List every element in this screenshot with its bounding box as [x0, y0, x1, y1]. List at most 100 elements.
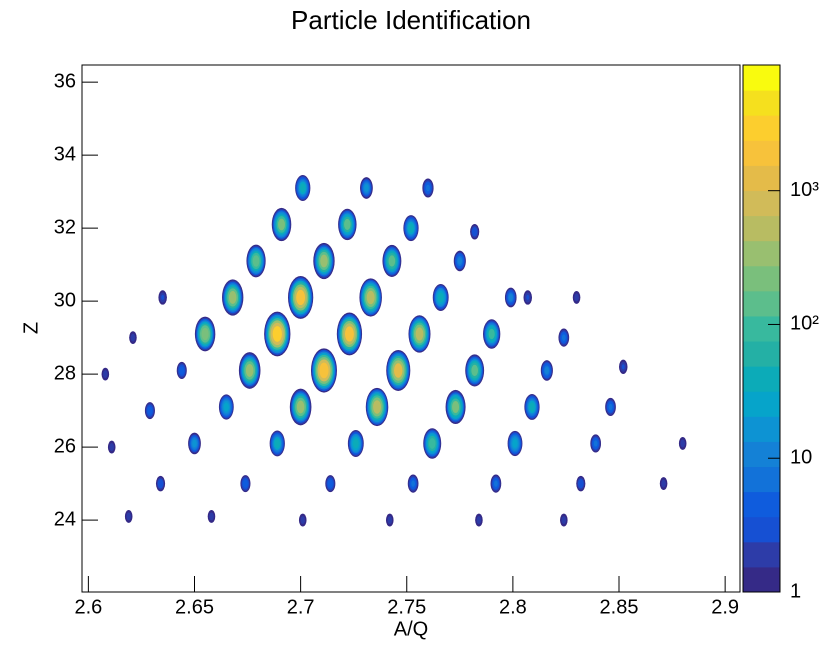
- z-tick-label: 10³: [790, 179, 819, 201]
- cluster: [373, 400, 382, 414]
- cluster: [110, 444, 114, 450]
- cluster: [526, 294, 530, 301]
- colorbar-band: [743, 265, 780, 292]
- cluster: [353, 438, 359, 449]
- cluster: [148, 407, 152, 414]
- x-axis-label: A/Q: [394, 618, 428, 640]
- cluster: [344, 218, 351, 231]
- z-tick-label: 10: [790, 447, 812, 469]
- cluster: [131, 335, 135, 340]
- cluster: [508, 293, 513, 301]
- colorbar-band: [743, 441, 780, 468]
- cluster: [366, 290, 375, 305]
- cluster: [544, 366, 549, 375]
- cluster: [562, 517, 566, 523]
- colorbar-band: [743, 391, 780, 417]
- cluster: [243, 480, 248, 487]
- cluster: [320, 254, 328, 268]
- cluster: [681, 441, 685, 446]
- x-tick-label: 2.6: [74, 596, 102, 618]
- x-tick-label: 2.65: [175, 596, 214, 618]
- plot-frame: [81, 64, 741, 593]
- cluster: [411, 480, 416, 487]
- cluster: [104, 371, 107, 377]
- x-tick-label: 2.7: [287, 596, 315, 618]
- colorbar-band: [743, 466, 780, 493]
- x-tick-label: 2.9: [711, 596, 739, 618]
- cluster: [457, 257, 462, 265]
- cluster: [127, 514, 131, 519]
- cluster: [593, 440, 598, 447]
- cluster: [621, 364, 625, 370]
- cluster: [452, 400, 460, 413]
- cluster: [429, 438, 436, 449]
- colorbar-band: [743, 115, 780, 141]
- cluster: [319, 362, 329, 379]
- cluster: [364, 184, 369, 192]
- cluster: [437, 292, 444, 303]
- colorbar-band: [743, 65, 780, 91]
- x-tick-label: 2.85: [600, 596, 639, 618]
- cluster: [477, 517, 481, 523]
- cluster: [561, 334, 566, 341]
- cluster: [245, 363, 254, 377]
- cluster: [210, 514, 213, 519]
- colorbar-band: [743, 90, 780, 116]
- cluster: [494, 480, 498, 487]
- cluster: [388, 255, 396, 267]
- cluster: [662, 481, 665, 486]
- cluster: [296, 289, 306, 306]
- colorbar-band: [743, 140, 780, 166]
- cluster: [426, 184, 430, 192]
- y-tick-label: 30: [54, 289, 76, 311]
- cluster: [223, 402, 229, 412]
- y-tick-label: 24: [54, 508, 76, 530]
- cluster: [228, 291, 237, 304]
- colorbar-band: [743, 240, 780, 267]
- cluster: [179, 367, 184, 374]
- colorbar-band: [743, 315, 780, 342]
- colorbar-band: [743, 491, 780, 518]
- colorbar-band: [743, 366, 780, 392]
- z-tick-label: 1: [790, 580, 801, 602]
- cluster: [274, 438, 280, 449]
- cluster: [278, 218, 285, 231]
- colorbar-band: [743, 341, 780, 367]
- colorbar-band: [743, 566, 780, 593]
- plot-area: [101, 175, 687, 527]
- cluster: [161, 294, 165, 301]
- x-tick-label: 2.75: [387, 596, 426, 618]
- cluster: [488, 328, 495, 340]
- cluster: [473, 229, 477, 235]
- y-tick-label: 26: [54, 435, 76, 457]
- cluster: [408, 223, 414, 233]
- cluster: [328, 480, 333, 487]
- cluster: [579, 480, 583, 487]
- y-tick-label: 32: [54, 216, 76, 238]
- y-tick-label: 34: [54, 143, 76, 165]
- chart-title: Particle Identification: [291, 5, 531, 35]
- colorbar-band: [743, 541, 780, 568]
- y-axis-label: Z: [20, 322, 42, 334]
- cluster: [301, 517, 305, 523]
- x-tick-label: 2.8: [499, 596, 527, 618]
- cluster: [192, 439, 197, 448]
- cluster: [158, 480, 163, 487]
- colorbar-frame: [742, 64, 781, 593]
- cluster: [252, 255, 260, 267]
- cluster: [394, 363, 403, 378]
- cluster: [388, 517, 392, 523]
- cluster: [344, 326, 354, 342]
- cluster: [575, 295, 578, 300]
- y-tick-label: 28: [54, 362, 76, 384]
- cluster: [512, 439, 518, 448]
- cluster: [471, 364, 479, 377]
- z-tick-label: 10²: [790, 313, 819, 335]
- y-tick-label: 36: [54, 70, 76, 92]
- cluster: [529, 402, 535, 412]
- cluster: [296, 400, 305, 414]
- colorbar-band: [743, 290, 780, 317]
- cluster: [272, 326, 282, 342]
- cluster: [201, 327, 209, 341]
